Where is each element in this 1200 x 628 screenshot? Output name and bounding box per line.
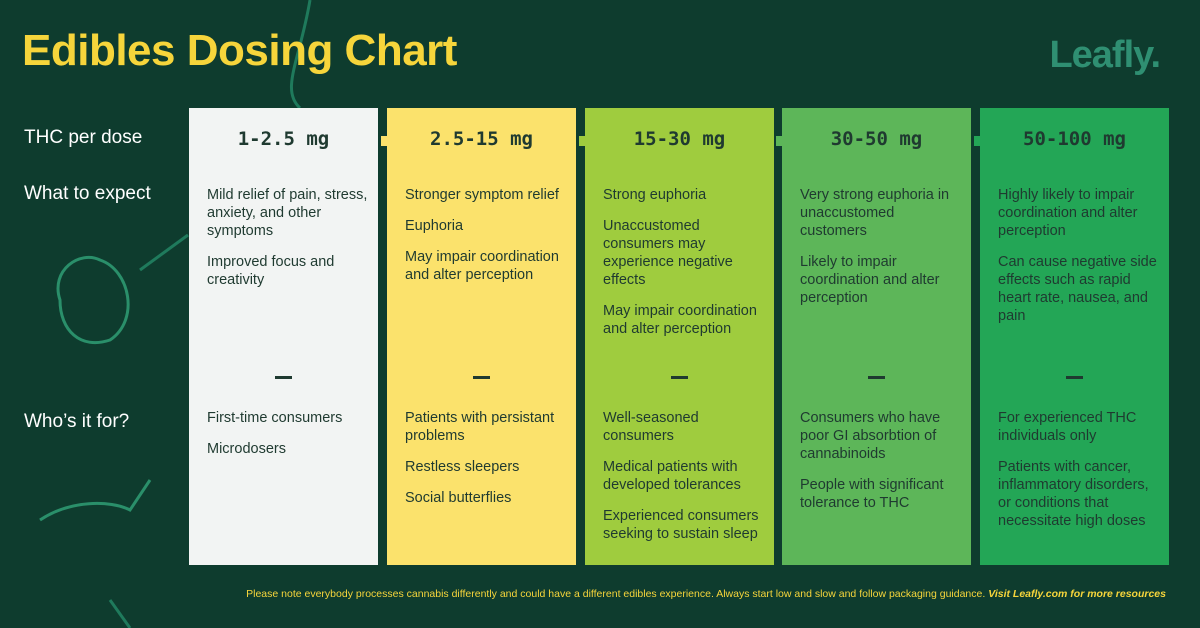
separator <box>473 376 490 379</box>
audience-item: Social butterflies <box>405 490 512 506</box>
arrow <box>974 128 1008 154</box>
footer: Please note everybody processes cannabis… <box>246 588 1166 600</box>
audience-item: For experienced THC individuals only <box>998 410 1137 444</box>
separator <box>275 376 292 379</box>
expect-item: Unaccustomed consumers may experience ne… <box>603 218 733 288</box>
dose: 15-30 mg <box>633 128 726 150</box>
expect-item: Euphoria <box>405 218 464 234</box>
separator <box>671 376 688 379</box>
arrow-shape <box>776 128 810 154</box>
dose-column: 15-30 mg Strong euphoria Unaccustomed cons… <box>585 108 774 565</box>
footer-note: Please note everybody processes cannabis… <box>246 588 986 600</box>
dose: 30-50 mg <box>830 128 923 150</box>
row-label: Who’s it for? <box>24 411 130 432</box>
title: Edibles Dosing Chart <box>22 26 457 75</box>
expect-item: May impair coordination and alter percep… <box>405 249 559 283</box>
arrow <box>776 128 810 154</box>
expect-item: Highly likely to impair coordination and… <box>998 187 1138 239</box>
separator <box>868 376 885 379</box>
audience-item: Patients with persistant problems <box>405 410 555 444</box>
expect-item: Can cause negative side effects such as … <box>998 254 1157 324</box>
audience-item: First-time consumers <box>207 410 343 426</box>
audience-item: People with significant tolerance to THC <box>800 477 944 511</box>
expect-item: Stronger symptom relief <box>405 187 559 203</box>
expect-item: Mild relief of pain, stress, anxiety, an… <box>207 187 368 239</box>
row-label: What to expect <box>24 183 151 204</box>
dose-column: 30-50 mg Very strong euphoria in unaccust… <box>782 108 971 565</box>
dose: 2.5-15 mg <box>430 128 533 150</box>
audience-item: Experienced consumers seeking to sustain… <box>603 508 759 542</box>
audience-item: Medical patients with developed toleranc… <box>603 459 741 493</box>
expect-item: Strong euphoria <box>603 187 707 203</box>
expect-item: Very strong euphoria in unaccustomed cus… <box>800 187 950 239</box>
arrow <box>381 128 415 154</box>
expect-item: May impair coordination and alter percep… <box>603 303 757 337</box>
audience-item: Microdosers <box>207 441 286 457</box>
expect-item: Likely to impair coordination and alter … <box>800 254 940 306</box>
arrow-shape <box>974 128 1008 154</box>
row-label: THC per dose <box>24 127 143 148</box>
audience-item: Patients with cancer, inflammatory disor… <box>998 459 1149 529</box>
arrow-shape <box>381 128 415 154</box>
arrow-shape <box>579 128 613 154</box>
dose-column: 50-100 mg Highly likely to impair coordin… <box>980 108 1169 565</box>
footer-link: Visit Leafly.com for more resources <box>988 588 1166 600</box>
arrow <box>579 128 613 154</box>
audience-item: Well-seasoned consumers <box>603 410 699 444</box>
brand-logo: Leafly. <box>1049 34 1161 76</box>
dose-column: 1-2.5 mg Mild relief of pain, stress, anx… <box>189 108 378 565</box>
audience-item: Consumers who have poor GI absorbtion of… <box>800 410 941 462</box>
audience-item: Restless sleepers <box>405 459 520 475</box>
dose: 1-2.5 mg <box>237 128 330 150</box>
expect-item: Improved focus and creativity <box>207 254 335 288</box>
separator <box>1066 376 1083 379</box>
dose-column: 2.5-15 mg Stronger symptom relief Euphoria… <box>387 108 576 565</box>
dose: 50-100 mg <box>1023 128 1126 150</box>
